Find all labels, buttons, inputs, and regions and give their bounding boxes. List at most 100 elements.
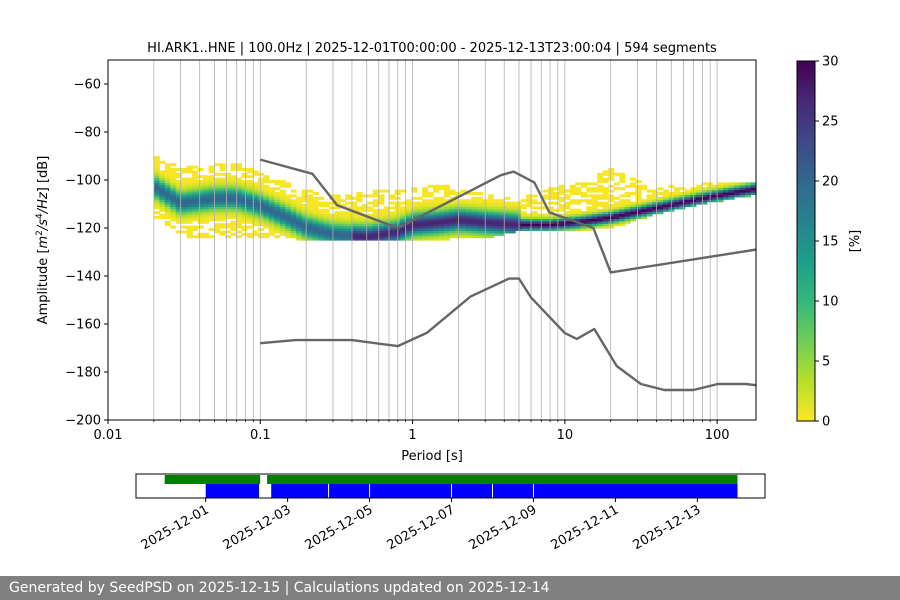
psd-bin [723, 196, 730, 200]
psd-bin [608, 211, 615, 215]
psd-bin [235, 163, 243, 167]
psd-bin [433, 218, 440, 222]
psd-bin [547, 220, 555, 224]
psd-bin [208, 177, 215, 181]
psd-bin [268, 216, 275, 219]
psd-bin [279, 204, 286, 207]
psd-bin [569, 216, 576, 219]
psd-bin [230, 206, 237, 210]
timeline-frame [135, 473, 766, 499]
psd-bin [684, 196, 691, 200]
psd-bin [597, 180, 604, 183]
psd-bin [153, 165, 160, 169]
psd-bin [619, 206, 626, 210]
psd-bin [263, 220, 270, 224]
psd-bin [290, 223, 297, 227]
psd-bin [531, 228, 538, 231]
psd-bin [263, 211, 270, 215]
psd-bin [651, 189, 659, 193]
psd-bin [657, 208, 664, 212]
psd-bin [433, 187, 440, 191]
psd-bin [465, 206, 472, 210]
colorbar [796, 60, 816, 422]
psd-bin [465, 232, 472, 236]
psd-bin [405, 225, 412, 229]
psd-bin [186, 194, 193, 198]
psd-bin [651, 192, 659, 195]
psd-bin [350, 220, 357, 224]
psd-bin [569, 225, 576, 229]
psd-bin [739, 189, 746, 193]
psd-bin [241, 232, 248, 236]
psd-bin [547, 208, 555, 212]
psd-bin [257, 206, 264, 210]
psd-bin [630, 201, 637, 205]
psd-bin [192, 211, 199, 215]
psd-bin [454, 228, 461, 231]
psd-bin [493, 211, 500, 215]
psd-bin [630, 204, 637, 207]
psd-bin [558, 196, 565, 200]
y-axis: −200−180−160−140−120−100−80−60 [65, 78, 108, 429]
psd-bin [745, 187, 752, 191]
psd-bin [170, 187, 177, 191]
psd-bin [274, 235, 281, 239]
psd-bin [318, 230, 325, 234]
psd-bin [219, 163, 226, 167]
psd-bin [531, 213, 538, 217]
psd-bin [591, 225, 598, 229]
psd-bin [542, 194, 549, 198]
psd-bin [449, 218, 456, 222]
psd-bin [203, 232, 210, 236]
colorbar-tick-label: 30 [822, 55, 839, 70]
psd-bin [350, 204, 357, 207]
psd-bin [323, 230, 330, 234]
psd-bin [608, 184, 615, 188]
x-axis-label: Period [s] [401, 449, 463, 464]
psd-bin [619, 211, 626, 215]
psd-bin [422, 201, 429, 205]
psd-bin [389, 216, 396, 219]
psd-bin [438, 187, 445, 191]
x-tick-label: 0.01 [94, 428, 123, 443]
psd-bin [372, 230, 379, 234]
psd-bin [192, 175, 199, 179]
psd-bin [471, 192, 478, 195]
psd-bin [400, 220, 407, 224]
psd-bin [515, 220, 522, 224]
psd-bin [312, 223, 319, 227]
psd-bin [186, 170, 193, 174]
psd-bin [635, 196, 642, 200]
psd-bin [214, 206, 221, 210]
psd-bin [318, 201, 325, 205]
psd-bin [263, 189, 270, 193]
y-label-part-1: Amplitude [ [36, 248, 51, 324]
psd-bin [225, 208, 232, 212]
psd-bin [241, 194, 248, 198]
psd-bin [651, 206, 659, 210]
psd-bin [241, 213, 248, 217]
psd-bin [580, 220, 587, 224]
psd-bin [411, 213, 418, 217]
psd-bin [241, 192, 248, 195]
psd-bin [175, 213, 182, 217]
psd-bin [619, 187, 626, 191]
psd-bin [372, 232, 379, 236]
psd-bin [279, 206, 286, 210]
psd-bin [630, 213, 637, 217]
psd-bin [619, 194, 626, 198]
psd-bin [274, 208, 281, 212]
psd-bin [498, 211, 505, 215]
psd-bin [427, 218, 434, 222]
psd-bin [323, 223, 330, 227]
psd-bin [186, 196, 193, 200]
psd-bin [323, 216, 330, 219]
psd-bin [476, 223, 483, 227]
psd-bin [252, 199, 259, 203]
psd-bin [350, 232, 357, 236]
psd-bin [378, 223, 385, 227]
psd-bin [312, 228, 319, 231]
psd-bin [225, 194, 232, 198]
psd-bin [274, 228, 281, 231]
psd-bin [416, 230, 423, 234]
